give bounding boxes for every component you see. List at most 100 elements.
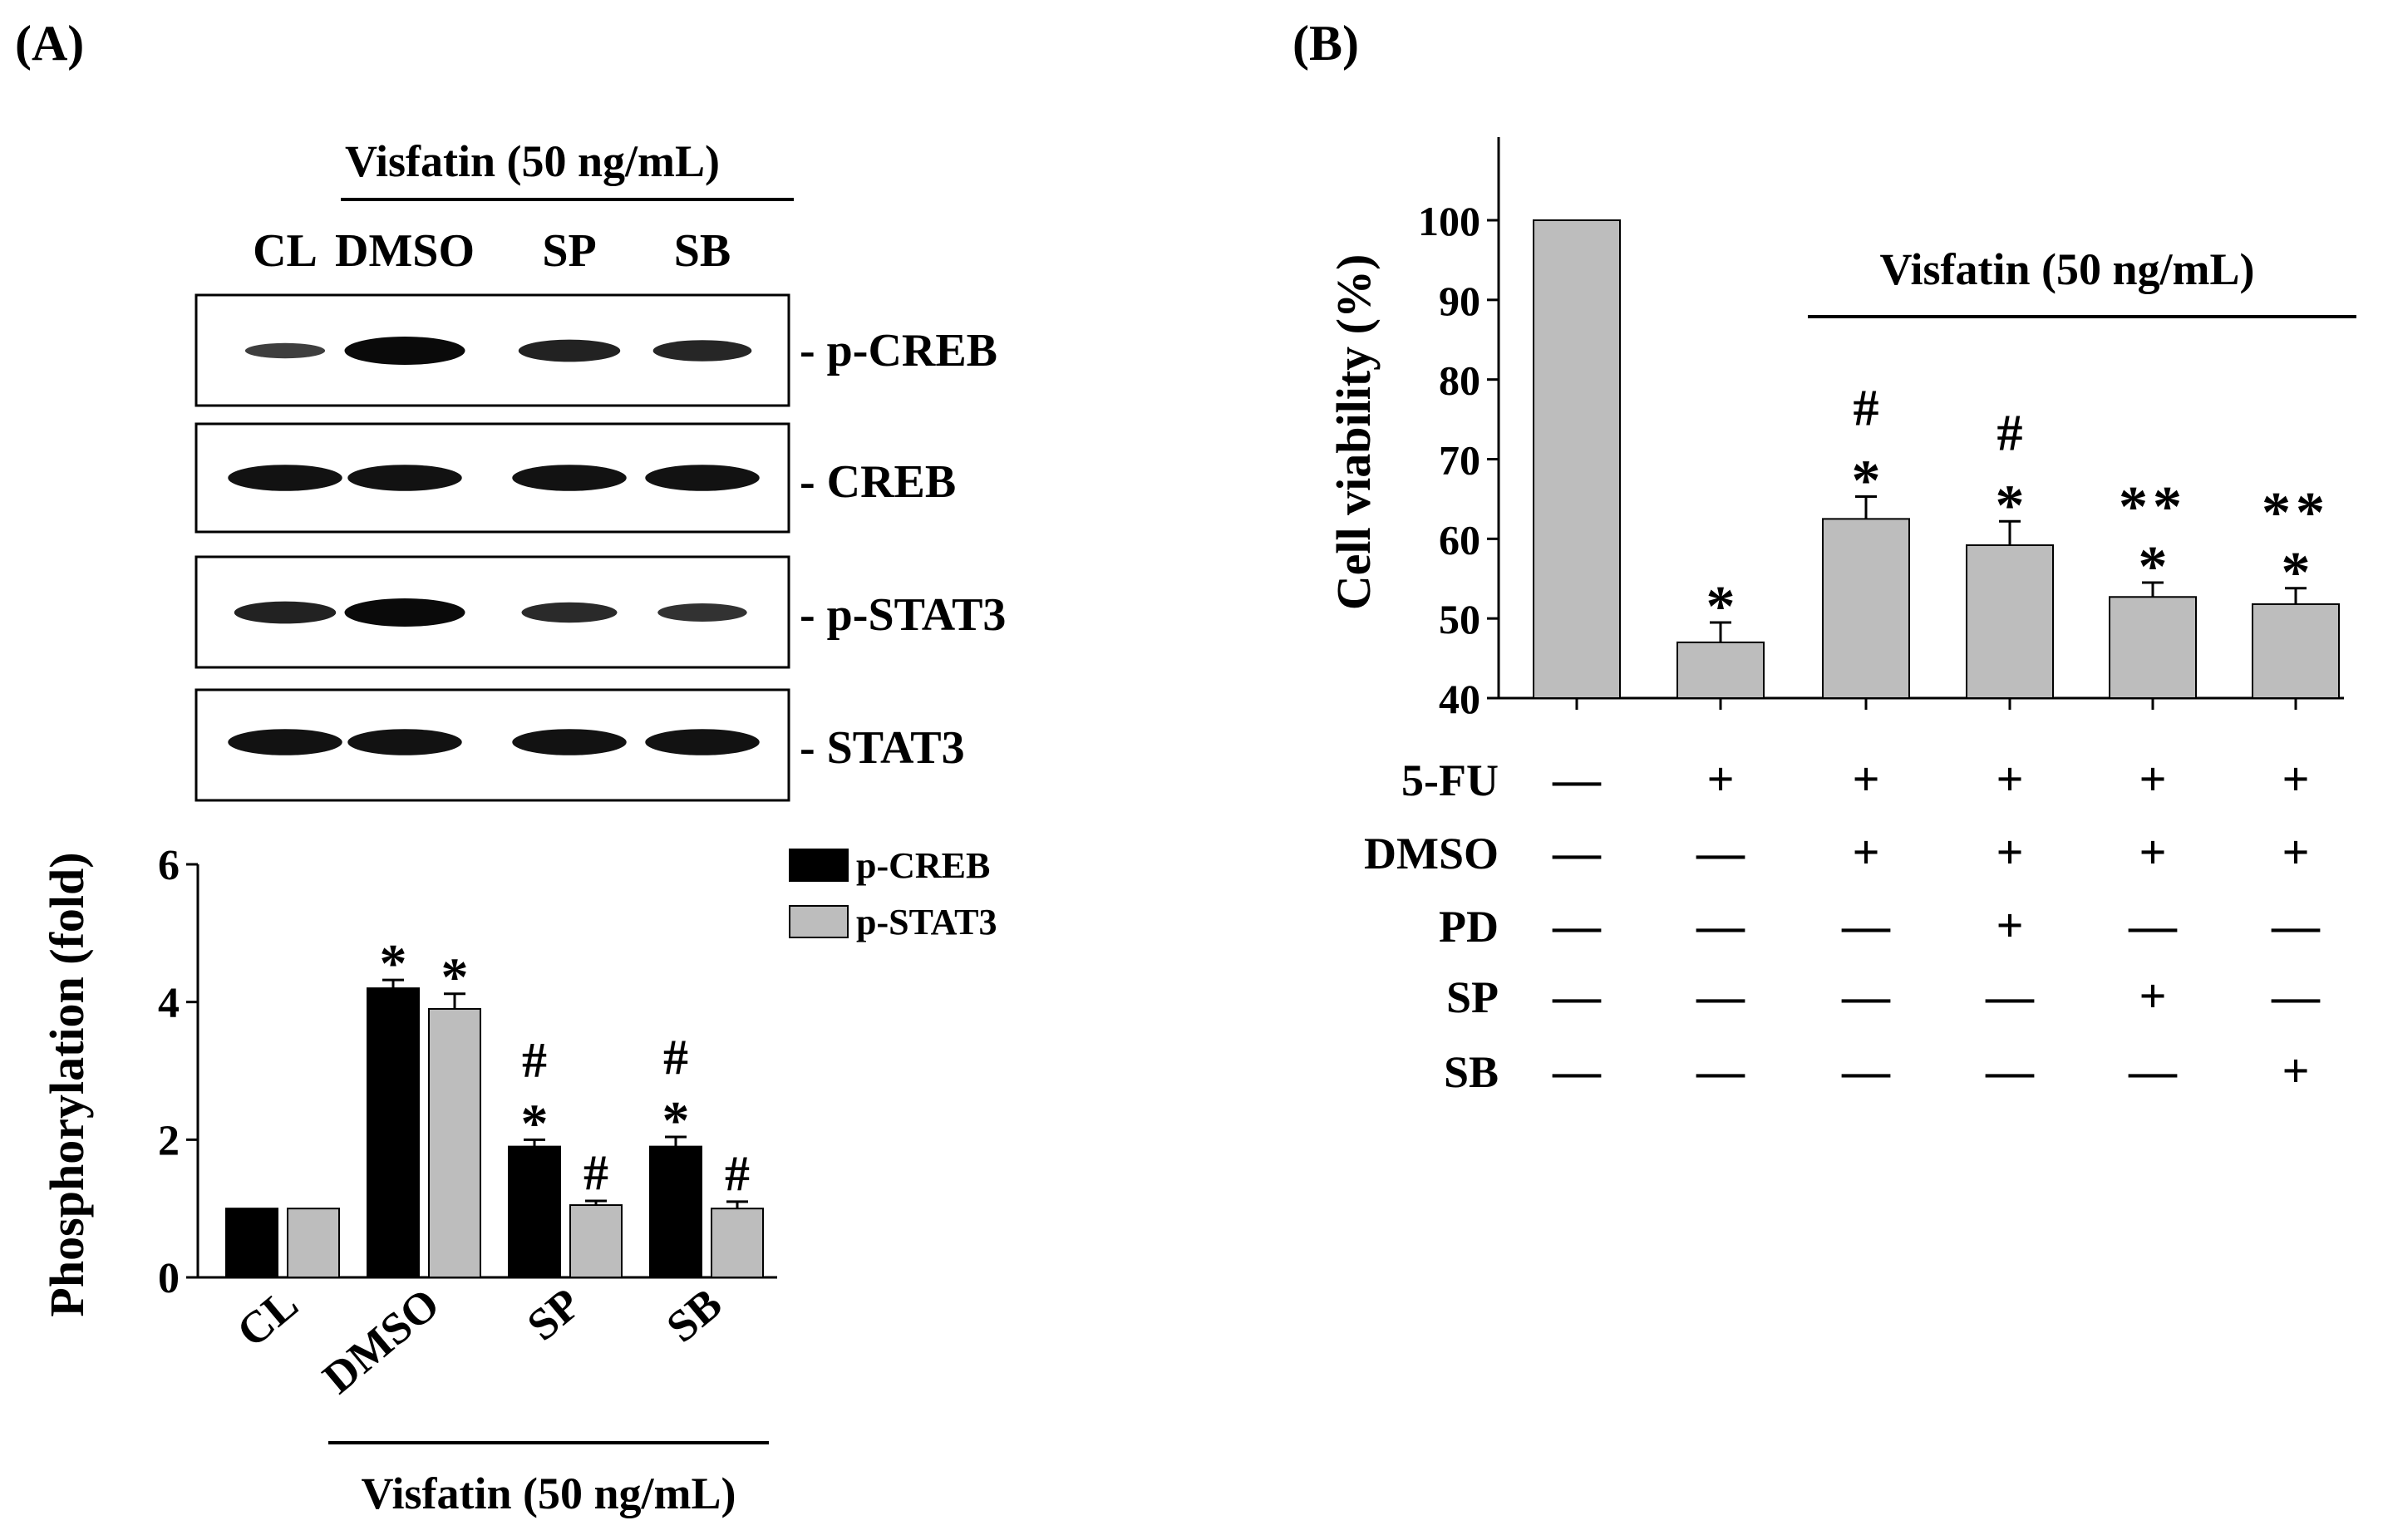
significance-mark: * bbox=[521, 1093, 549, 1154]
condition-mark: — bbox=[1841, 1044, 1891, 1098]
condition-label: 5-FU bbox=[1401, 755, 1499, 805]
significance-mark: * bbox=[662, 1090, 690, 1151]
blot-row-label: - p-STAT3 bbox=[800, 589, 1006, 641]
legend-label: p-CREB bbox=[856, 845, 990, 886]
y-tick-label: 2 bbox=[158, 1117, 180, 1164]
y-tick-label: 100 bbox=[1418, 198, 1480, 244]
legend-label: p-STAT3 bbox=[856, 902, 997, 942]
significance-mark: # bbox=[522, 1032, 547, 1087]
x-tick-label: DMSO bbox=[313, 1278, 449, 1403]
condition-mark: — bbox=[1696, 1044, 1745, 1098]
condition-mark: — bbox=[1552, 1044, 1602, 1098]
bar-viability-6 bbox=[2252, 603, 2340, 700]
condition-mark: — bbox=[1696, 898, 1745, 952]
x-tick-label: SP bbox=[518, 1278, 590, 1350]
bar-p-creb-sb bbox=[649, 1145, 702, 1279]
y-tick-label: 0 bbox=[158, 1255, 180, 1302]
blot-band bbox=[244, 342, 326, 359]
condition-mark: — bbox=[1696, 969, 1745, 1023]
condition-mark: + bbox=[1852, 752, 1879, 806]
condition-mark: + bbox=[1996, 898, 2023, 952]
chart-b-y-axis-label: Cell viability (%) bbox=[1327, 254, 1381, 611]
condition-mark: — bbox=[1841, 969, 1891, 1023]
condition-mark: — bbox=[1985, 1044, 2035, 1098]
x-tick-label: SB bbox=[657, 1278, 731, 1351]
significance-mark: * bbox=[1996, 474, 2025, 538]
condition-mark: + bbox=[1996, 825, 2023, 879]
blot-band bbox=[234, 601, 337, 624]
panel-b-label: (B) bbox=[1292, 16, 1359, 71]
chart-a-x-axis-label: Visfatin (50 ng/mL) bbox=[361, 1469, 736, 1518]
blot-band bbox=[228, 729, 342, 755]
blot-lane-label: SP bbox=[542, 225, 596, 277]
significance-mark: * bbox=[1852, 450, 1881, 514]
blot-band bbox=[344, 337, 465, 365]
bar-p-stat3-sp bbox=[569, 1204, 623, 1279]
condition-mark: — bbox=[1552, 898, 1602, 952]
y-tick-label: 90 bbox=[1439, 278, 1480, 324]
blot-lane-label: SB bbox=[674, 225, 731, 277]
condition-mark: + bbox=[1706, 752, 1734, 806]
blot-lane-label: DMSO bbox=[335, 225, 475, 277]
legend-swatch-p-stat3 bbox=[789, 905, 849, 938]
blot-row-label: - STAT3 bbox=[800, 722, 965, 774]
cell-viability-chart: Cell viability (%) Visfatin (50 ng/mL) 4… bbox=[1327, 137, 2356, 722]
y-tick-label: 6 bbox=[158, 842, 180, 889]
bar-viability-1 bbox=[1533, 219, 1621, 699]
blot-band bbox=[512, 729, 627, 755]
western-blot: Visfatin (50 ng/mL) CL DMSO SP SB - p-CR… bbox=[194, 136, 1006, 802]
y-tick-label: 4 bbox=[158, 980, 180, 1027]
significance-mark: * bbox=[380, 933, 407, 994]
bar-p-stat3-sb bbox=[711, 1208, 764, 1278]
significance-mark: # bbox=[1997, 405, 2023, 461]
condition-mark: — bbox=[2271, 969, 2321, 1023]
blot-band bbox=[512, 465, 627, 491]
significance-mark: # bbox=[1854, 381, 1879, 437]
condition-mark: + bbox=[2282, 1044, 2309, 1098]
panel-a-label: (A) bbox=[15, 16, 84, 71]
condition-mark: — bbox=[2128, 1044, 2178, 1098]
significance-mark: * bbox=[441, 947, 469, 1008]
significance-mark: # bbox=[583, 1145, 608, 1200]
condition-mark: — bbox=[1985, 969, 2035, 1023]
condition-mark: — bbox=[1696, 825, 1745, 879]
bar-viability-5 bbox=[2109, 596, 2197, 700]
blot-band bbox=[518, 339, 621, 362]
chart-b-bracket-label: Visfatin (50 ng/mL) bbox=[1879, 244, 2254, 294]
condition-label: SB bbox=[1444, 1047, 1499, 1097]
condition-mark: + bbox=[2139, 752, 2166, 806]
y-tick-label: 40 bbox=[1439, 676, 1480, 722]
condition-mark: + bbox=[2282, 825, 2309, 879]
blot-band bbox=[645, 465, 760, 491]
condition-label: PD bbox=[1439, 902, 1499, 952]
legend-swatch-p-creb bbox=[789, 849, 849, 882]
condition-mark: + bbox=[2139, 969, 2166, 1023]
condition-table: 5-FU — + + + + + DMSO — — + + + + PD — — — + — — SP — — — — + — SB — —… bbox=[1364, 752, 2321, 1098]
significance-mark: ** bbox=[2119, 475, 2187, 539]
blot-band bbox=[347, 729, 462, 755]
significance-mark: * bbox=[2139, 535, 2168, 599]
significance-mark: ** bbox=[2262, 481, 2330, 545]
significance-mark: # bbox=[663, 1030, 688, 1085]
chart-a-y-axis-label: Phosphorylation (fold) bbox=[40, 852, 94, 1316]
bar-viability-3 bbox=[1822, 518, 1910, 699]
blot-row-label: - p-CREB bbox=[800, 325, 997, 376]
condition-mark: + bbox=[1996, 752, 2023, 806]
bar-viability-2 bbox=[1676, 641, 1765, 700]
condition-mark: + bbox=[2282, 752, 2309, 806]
blot-band bbox=[521, 602, 618, 623]
condition-mark: — bbox=[1552, 825, 1602, 879]
bar-p-stat3-dmso bbox=[428, 1007, 481, 1278]
significance-mark: * bbox=[2282, 541, 2311, 605]
bar-p-creb-dmso bbox=[367, 987, 420, 1278]
blot-row-label: - CREB bbox=[800, 456, 956, 508]
significance-mark: # bbox=[725, 1146, 750, 1201]
condition-label: SP bbox=[1446, 972, 1499, 1022]
bar-p-creb-sp bbox=[508, 1145, 561, 1279]
chart-a-legend: p-CREB p-STAT3 bbox=[789, 845, 997, 942]
bar-p-creb-cl bbox=[225, 1208, 278, 1278]
blot-band bbox=[652, 340, 752, 362]
x-tick-label: CL bbox=[228, 1278, 308, 1356]
